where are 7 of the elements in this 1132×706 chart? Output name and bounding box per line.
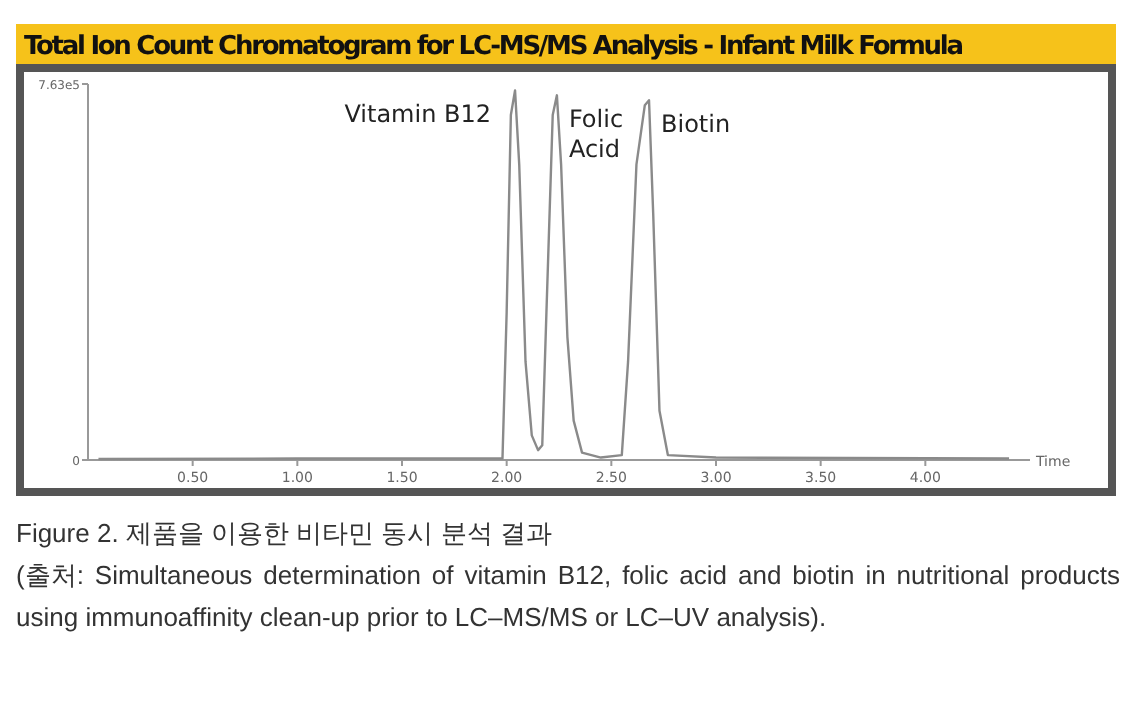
- annotation: Vitamin B12: [344, 100, 492, 129]
- annotation: Folic Acid: [568, 105, 624, 164]
- text: (출처: Simultaneous determination of vitamin B12, folic acid and biotin in nutritional products using immunoaffinity clean-up prior to LC–MS/MS or LC–UV analysis).: [16, 558, 1120, 636]
- annotation: Biotin: [661, 110, 731, 139]
- chart-title: Total Ion Count Chromatogram for LC-MS/MS Analysis - Infant Milk Formula: [24, 32, 964, 62]
- line-series: [97, 89, 1011, 461]
- caption: Figure 2. 제품을 이용한 비타민 동시 분석 결과: [16, 516, 554, 552]
